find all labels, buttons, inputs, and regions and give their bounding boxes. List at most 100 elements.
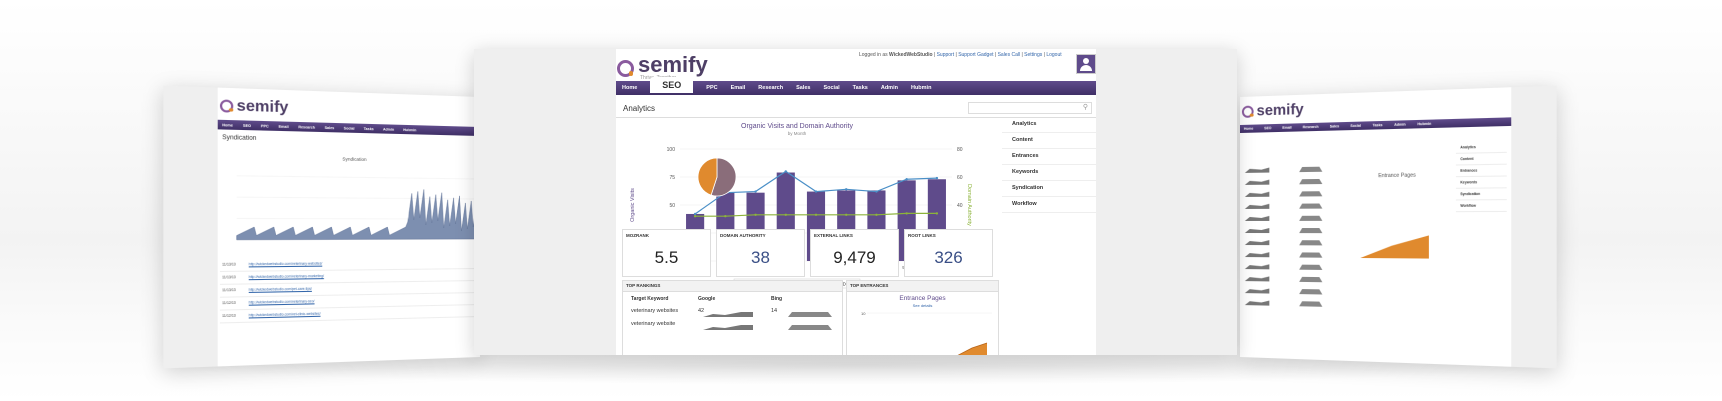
point-domain-authority bbox=[724, 215, 726, 217]
right-sidebar: Analytics Content Entrances Keywords Syn… bbox=[1456, 141, 1507, 212]
nav-social[interactable]: Social bbox=[1350, 124, 1361, 128]
nav-admin[interactable]: Admin bbox=[881, 85, 898, 91]
row-link[interactable]: http://wickedwebstudio.com/vet-clinic-we… bbox=[249, 312, 321, 318]
nav-email[interactable]: Email bbox=[731, 85, 746, 91]
metric-value: 5.5 bbox=[623, 248, 710, 268]
nav-research[interactable]: Research bbox=[1303, 125, 1319, 130]
nav-home[interactable]: Home bbox=[1244, 127, 1253, 131]
semify-logo-icon bbox=[1242, 105, 1254, 117]
point-domain-authority bbox=[754, 214, 756, 216]
keyword-sparkline bbox=[1299, 216, 1322, 221]
nav-seo[interactable]: SEO bbox=[1264, 126, 1271, 130]
nav-social[interactable]: Social bbox=[823, 85, 839, 91]
right-sidebar: Analytics Content Entrances Keywords Syn… bbox=[1002, 117, 1096, 213]
search-icon[interactable]: ⚲ bbox=[1083, 103, 1088, 111]
keyword-sparkline bbox=[1245, 180, 1269, 185]
sidebar-item-analytics[interactable]: Analytics bbox=[1456, 141, 1507, 154]
sidebar-item-entrances[interactable]: Entrances bbox=[1002, 149, 1096, 165]
nav-home[interactable]: Home bbox=[622, 85, 637, 91]
point-total-organic-visits bbox=[754, 190, 756, 192]
metric-mozrank: MOZRANK 5.5 bbox=[622, 229, 711, 277]
point-domain-authority bbox=[785, 214, 787, 216]
user-icon[interactable] bbox=[1076, 54, 1096, 74]
nav-social[interactable]: Social bbox=[344, 126, 355, 130]
search-input[interactable]: ⚲ bbox=[968, 102, 1092, 114]
nav-hubmin[interactable]: Hubmin bbox=[403, 127, 416, 131]
y2-tick-label: 60 bbox=[957, 175, 963, 181]
point-total-organic-visits bbox=[875, 190, 877, 192]
sidebar-item-workflow[interactable]: Workflow bbox=[1002, 197, 1096, 213]
logout-link[interactable]: Logout bbox=[1046, 52, 1061, 58]
nav-hubmin[interactable]: Hubmin bbox=[1417, 122, 1431, 127]
row-link[interactable]: http://wickedwebstudio.com/veterinary-se… bbox=[249, 299, 315, 305]
keyword-sparkline bbox=[1299, 265, 1322, 270]
logged-in-label: Logged in as bbox=[859, 52, 888, 58]
sidebar-item-content[interactable]: Content bbox=[1456, 153, 1507, 166]
support-link[interactable]: Support bbox=[937, 52, 955, 58]
nav-email[interactable]: Email bbox=[279, 124, 289, 128]
semify-logo[interactable]: semify bbox=[220, 96, 288, 116]
y2-axis-label: Domain Authority bbox=[966, 184, 972, 226]
row-link[interactable]: http://wickedwebstudio.com/pet-care-tips… bbox=[249, 287, 312, 292]
metric-value: 326 bbox=[905, 248, 992, 268]
sidebar-item-keywords[interactable]: Keywords bbox=[1002, 165, 1096, 181]
row-link[interactable]: http://wickedwebstudio.com/veterinary-ma… bbox=[249, 274, 324, 279]
gridline bbox=[237, 176, 478, 179]
nav-home[interactable]: Home bbox=[222, 123, 233, 128]
keyword-sparkline bbox=[1245, 288, 1269, 293]
nav-sales[interactable]: Sales bbox=[325, 125, 335, 129]
nav-sales[interactable]: Sales bbox=[1330, 124, 1339, 128]
point-domain-authority bbox=[875, 214, 877, 216]
nav-admin[interactable]: Admin bbox=[383, 127, 394, 131]
y-tick-label: 75 bbox=[669, 175, 675, 181]
keyword-sparkline bbox=[1299, 179, 1322, 184]
sidebar-item-content[interactable]: Content bbox=[1002, 133, 1096, 149]
row-date: 11/13/13 bbox=[222, 262, 236, 266]
nav-tasks[interactable]: Tasks bbox=[1372, 123, 1382, 127]
nav-seo[interactable]: SEO bbox=[650, 77, 693, 93]
nav-ppc[interactable]: PPC bbox=[261, 124, 269, 128]
point-total-organic-visits bbox=[845, 188, 847, 190]
nav-research[interactable]: Research bbox=[298, 125, 315, 130]
nav-ppc[interactable]: PPC bbox=[706, 85, 717, 91]
row-date: 11/12/13 bbox=[222, 313, 236, 318]
sidebar-item-analytics[interactable]: Analytics bbox=[1002, 117, 1096, 133]
semify-logo[interactable]: semify bbox=[1242, 101, 1304, 120]
nav-admin[interactable]: Admin bbox=[1394, 122, 1406, 126]
row-date: 11/12/13 bbox=[222, 301, 236, 306]
keyword-sparkline bbox=[1245, 168, 1269, 173]
nav-email[interactable]: Email bbox=[1282, 126, 1291, 130]
sidebar-item-keywords[interactable]: Keywords bbox=[1456, 177, 1507, 189]
entrance-area bbox=[1360, 235, 1429, 258]
keyword-sparkline bbox=[1245, 300, 1269, 306]
point-domain-authority bbox=[694, 215, 696, 217]
sidebar-item-syndication[interactable]: Syndication bbox=[1002, 181, 1096, 197]
point-total-organic-visits bbox=[936, 177, 938, 179]
analytics-screen: semify Thrive. Together. Logged in as Wi… bbox=[474, 49, 1237, 355]
point-total-organic-visits bbox=[905, 178, 907, 180]
settings-link[interactable]: Settings bbox=[1024, 52, 1042, 58]
y-axis-label: Organic Visits bbox=[630, 188, 636, 222]
nav-hubmin[interactable]: Hubmin bbox=[911, 85, 931, 91]
nav-tasks[interactable]: Tasks bbox=[853, 85, 868, 91]
keyword-sparkline bbox=[1245, 192, 1269, 197]
row-link[interactable]: http://wickedwebstudio.com/veterinary-we… bbox=[249, 261, 323, 266]
nav-tasks[interactable]: Tasks bbox=[364, 126, 374, 130]
sidebar-item-syndication[interactable]: Syndication bbox=[1456, 188, 1507, 200]
ranking-sparklines bbox=[623, 291, 842, 355]
sidebar-item-workflow[interactable]: Workflow bbox=[1456, 200, 1507, 212]
nav-seo[interactable]: SEO bbox=[243, 123, 251, 127]
syndication-area bbox=[237, 188, 477, 240]
google-sparkline bbox=[703, 312, 753, 317]
support-gadget-link[interactable]: Support Gadget bbox=[958, 52, 993, 58]
nav-sales[interactable]: Sales bbox=[796, 85, 810, 91]
nav-research[interactable]: Research bbox=[758, 85, 783, 91]
point-total-organic-visits bbox=[785, 170, 787, 172]
sidebar-item-entrances[interactable]: Entrances bbox=[1456, 165, 1507, 177]
sales-call-link[interactable]: Sales Call bbox=[998, 52, 1021, 58]
entrance-pages-title: Entrance Pages bbox=[1350, 172, 1445, 180]
y2-tick-label: 40 bbox=[957, 203, 963, 209]
google-sparkline bbox=[703, 325, 753, 330]
page-title: Analytics bbox=[623, 104, 655, 113]
semify-logo-icon bbox=[220, 99, 233, 112]
